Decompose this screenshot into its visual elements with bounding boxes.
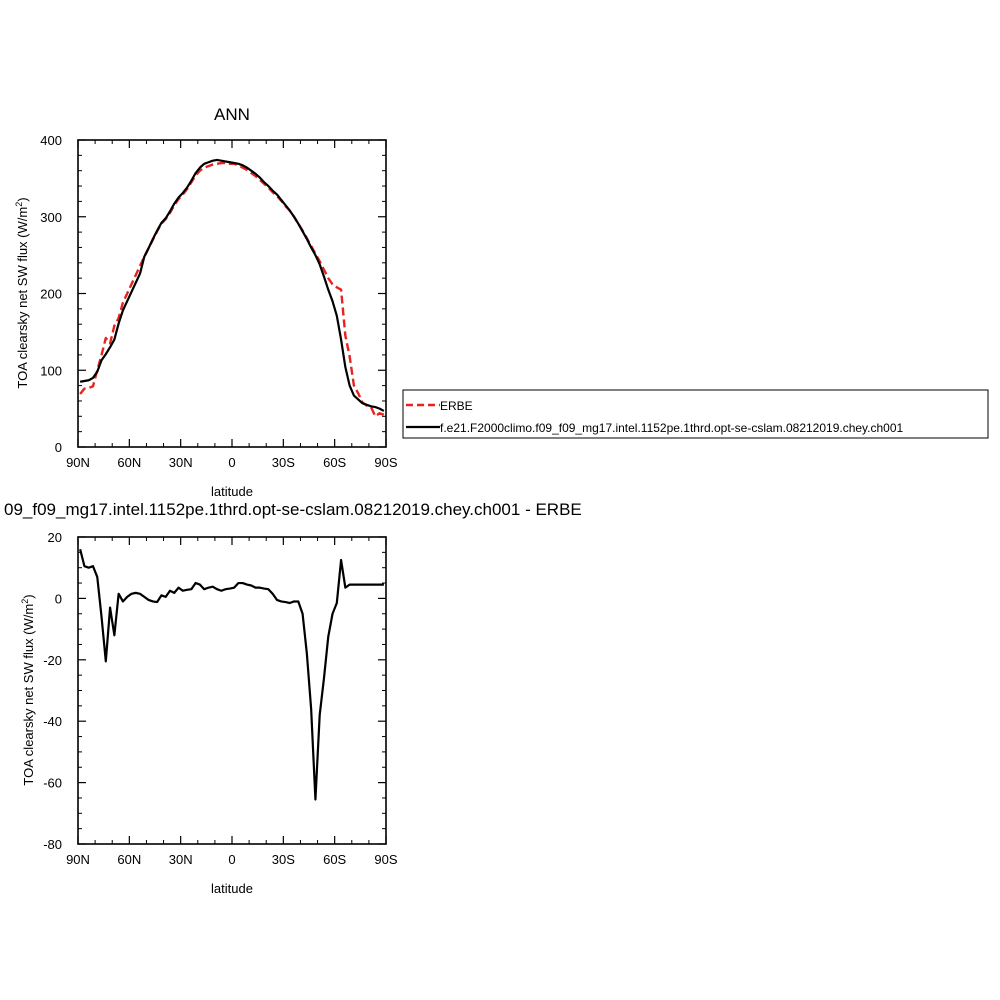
bottom-y-tick-label: -80 (43, 837, 62, 852)
bottom-x-tick-label: 0 (228, 852, 235, 867)
legend: ERBE f.e21.F2000climo.f09_f09_mg17.intel… (402, 389, 989, 439)
bottom-y-tick-label: -40 (43, 714, 62, 729)
top-panel: ANN 90N 60N 30N 0 30S 60S 90S 0 100 200 300 400 lat… (14, 105, 398, 499)
legend-box (402, 389, 989, 439)
top-y-tick-label: 0 (55, 440, 62, 455)
bottom-x-tick-label: 60N (117, 852, 141, 867)
top-y-tick-label: 200 (40, 287, 62, 302)
top-panel-ticks: 90N 60N 30N 0 30S 60S 90S 0 100 200 300 400 (40, 133, 398, 470)
top-x-tick-label: 0 (228, 455, 235, 470)
bottom-x-axis-label: latitude (211, 881, 253, 896)
bottom-plot-frame (77, 536, 387, 845)
bottom-chart-title: 09_f09_mg17.intel.1152pe.1thrd.opt-se-cs… (4, 500, 582, 519)
legend-label-erbe: ERBE (440, 399, 473, 413)
bottom-x-tick-label: 90N (66, 852, 90, 867)
legend-label-model: f.e21.F2000climo.f09_f09_mg17.intel.1152… (440, 421, 904, 435)
top-x-tick-label: 30S (272, 455, 295, 470)
bottom-y-tick-label: -20 (43, 653, 62, 668)
top-y-tick-label: 100 (40, 363, 62, 378)
bottom-x-tick-label: 90S (374, 852, 397, 867)
top-x-tick-label: 30N (169, 455, 193, 470)
bottom-y-axis-label: TOA clearsky net SW flux (W/m2) (20, 594, 36, 785)
bottom-y-tick-label: -60 (43, 776, 62, 791)
top-plot-frame (77, 139, 387, 448)
top-x-tick-label: 60N (117, 455, 141, 470)
top-x-axis-label: latitude (211, 484, 253, 499)
bottom-x-tick-label: 60S (323, 852, 346, 867)
top-x-tick-label: 60S (323, 455, 346, 470)
bottom-x-tick-label: 30N (169, 852, 193, 867)
top-y-tick-label: 400 (40, 133, 62, 148)
top-x-tick-label: 90S (374, 455, 397, 470)
bottom-series-line-0 (79, 549, 384, 801)
bottom-y-tick-label: 0 (55, 591, 62, 606)
bottom-y-tick-label: 20 (48, 530, 62, 545)
top-panel-lines (79, 158, 385, 418)
bottom-panel-lines (79, 549, 384, 801)
top-series-line-1 (79, 158, 385, 412)
top-y-tick-label: 300 (40, 210, 62, 225)
top-chart-title: ANN (214, 105, 250, 124)
top-y-axis-label: TOA clearsky net SW flux (W/m2) (14, 197, 30, 388)
bottom-x-tick-label: 30S (272, 852, 295, 867)
top-x-tick-label: 90N (66, 455, 90, 470)
top-series-line-0 (79, 161, 385, 418)
bottom-panel: 09_f09_mg17.intel.1152pe.1thrd.opt-se-cs… (4, 500, 582, 896)
